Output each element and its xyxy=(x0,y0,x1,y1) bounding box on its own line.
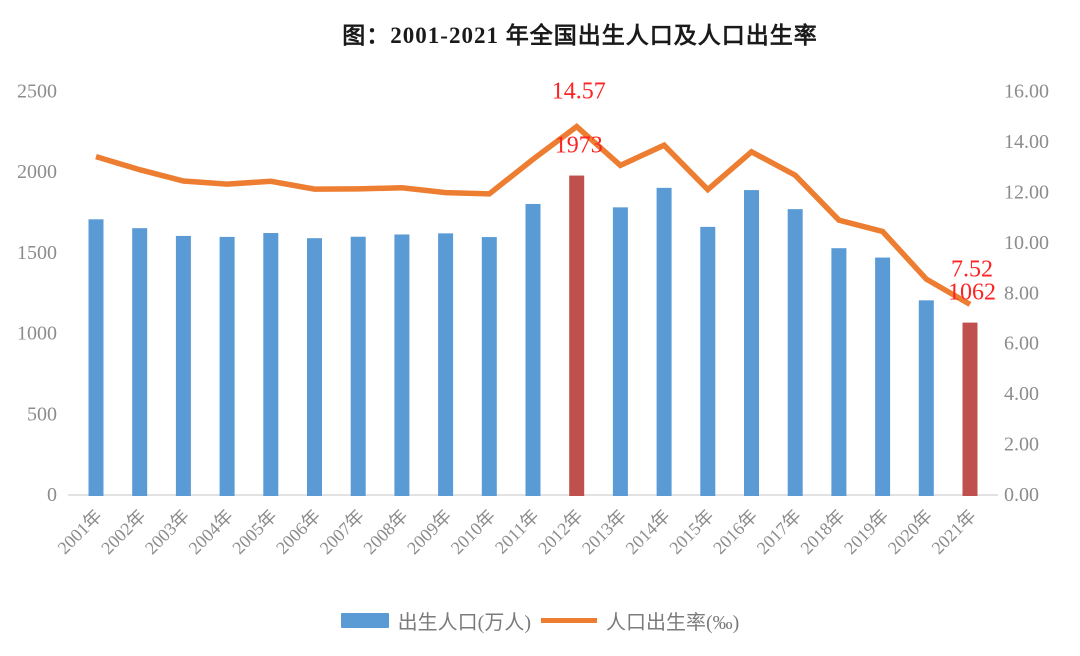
x-axis-label: 2017年 xyxy=(753,506,805,558)
left-axis-tick: 0 xyxy=(47,484,57,506)
annotation-1973: 1973 xyxy=(555,133,603,159)
right-axis-tick: 16.00 xyxy=(1004,81,1049,103)
legend-item-births: 出生人口(万人) xyxy=(340,606,531,635)
annotation-14.57: 14.57 xyxy=(552,79,606,105)
x-axis-label: 2018年 xyxy=(796,506,848,558)
right-axis-tick: 2.00 xyxy=(1004,434,1039,456)
right-axis-tick: 10.00 xyxy=(1004,232,1049,254)
annotation-7.52: 7.52 xyxy=(951,256,993,282)
right-axis-tick: 12.00 xyxy=(1004,181,1049,203)
bar-2007年 xyxy=(350,236,366,496)
legend-line-swatch xyxy=(541,618,597,623)
bar-2004年 xyxy=(219,236,235,496)
left-axis-tick: 1500 xyxy=(17,242,57,264)
bar-2002年 xyxy=(132,228,148,496)
x-axis-label: 2013年 xyxy=(578,506,630,558)
x-axis-label: 2019年 xyxy=(840,506,892,558)
legend-item-birthrate: 人口出生率(‰) xyxy=(541,606,739,635)
legend-label-birthrate: 人口出生率(‰) xyxy=(606,612,740,634)
x-axis-label: 2008年 xyxy=(359,506,411,558)
x-axis-label: 2006年 xyxy=(272,506,324,558)
right-axis-tick: 6.00 xyxy=(1004,333,1039,355)
x-axis-label: 2004年 xyxy=(185,506,237,558)
left-axis-tick: 500 xyxy=(27,403,57,425)
chart-title: 图：2001-2021 年全国出生人口及人口出生率 xyxy=(342,23,818,48)
bar-2019年 xyxy=(875,257,891,496)
right-axis-tick: 14.00 xyxy=(1004,131,1049,153)
bar-2020年 xyxy=(918,300,934,496)
x-axis-label: 2011年 xyxy=(491,506,543,558)
x-axis-label: 2016年 xyxy=(709,506,761,558)
bar-2003年 xyxy=(175,235,191,497)
bar-2005年 xyxy=(263,233,279,496)
bar-2001年 xyxy=(88,219,104,497)
legend-label-births: 出生人口(万人) xyxy=(397,612,531,634)
bar-2013年 xyxy=(612,207,628,496)
left-axis-tick: 2500 xyxy=(17,81,57,103)
bar-2017年 xyxy=(787,209,803,496)
left-axis-tick: 1000 xyxy=(17,323,57,345)
x-axis-label: 2009年 xyxy=(403,506,455,558)
right-axis-tick: 8.00 xyxy=(1004,282,1039,304)
x-axis-label: 2015年 xyxy=(665,506,717,558)
birth-rate-line xyxy=(95,123,972,307)
legend-bar-swatch xyxy=(340,613,389,628)
legend: 出生人口(万人) 人口出生率(‰) xyxy=(0,606,1080,635)
highlighted-bar-2021年 xyxy=(962,322,978,496)
right-axis-tick: 4.00 xyxy=(1004,383,1039,405)
left-axis-tick: 2000 xyxy=(17,161,57,183)
bar-2010年 xyxy=(481,237,497,496)
x-axis-label: 2005年 xyxy=(228,506,280,558)
bar-2006年 xyxy=(307,238,322,496)
highlighted-bar-2012年 xyxy=(569,175,585,496)
x-axis-label: 2003年 xyxy=(141,506,193,558)
bar-2016年 xyxy=(744,190,759,496)
x-axis-label: 2014年 xyxy=(622,506,674,558)
bar-2009年 xyxy=(438,233,454,497)
x-axis-label: 2020年 xyxy=(884,506,936,558)
x-axis-label: 2007年 xyxy=(316,506,368,558)
x-axis-label: 2021年 xyxy=(928,506,980,558)
right-axis-tick: 0.00 xyxy=(1004,484,1039,506)
bar-2015年 xyxy=(700,226,716,496)
annotation-1062: 1062 xyxy=(948,280,996,306)
x-axis-label: 2010年 xyxy=(447,506,499,558)
x-axis-label: 2001年 xyxy=(54,506,106,558)
bar-2008年 xyxy=(394,234,410,496)
bar-2018年 xyxy=(831,248,847,496)
bar-2014年 xyxy=(656,187,672,496)
x-axis-label: 2002年 xyxy=(97,506,149,558)
bar-2011年 xyxy=(525,203,541,496)
x-axis-label: 2012年 xyxy=(534,506,586,558)
